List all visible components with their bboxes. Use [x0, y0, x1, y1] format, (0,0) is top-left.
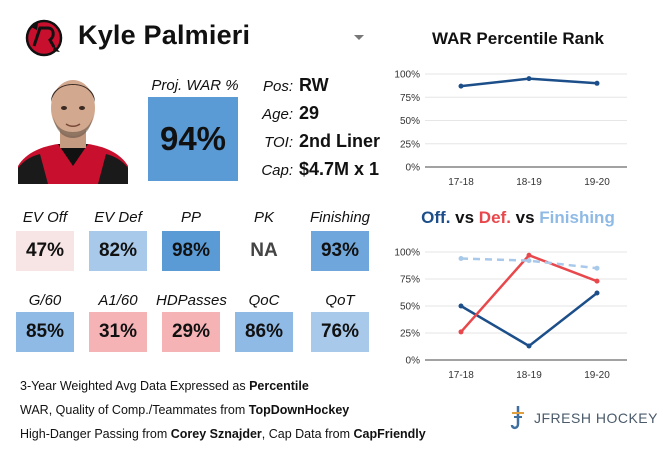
finishing-value: 93% [311, 231, 369, 271]
g60-value: 85% [16, 312, 74, 352]
pk-value: NA [235, 231, 293, 271]
finishing-label: Finishing [309, 209, 371, 226]
footer-line-1-text: 3-Year Weighted Avg Data Expressed as [20, 379, 250, 393]
series-line [460, 253, 598, 333]
y-tick-label: 75% [400, 275, 420, 286]
footer-line-3-text2: , Cap Data from [261, 427, 354, 441]
toi-label: TOI: [264, 134, 293, 151]
ev-off-value: 47% [16, 231, 74, 271]
series-point [526, 258, 532, 264]
footer-line-3-text1: High-Danger Passing from [20, 427, 171, 441]
toi-value: 2nd Liner [299, 131, 381, 151]
qot-label: QoT [325, 292, 355, 309]
series-point [594, 265, 600, 271]
pp-label: PP [180, 209, 201, 226]
caret-down-icon[interactable] [354, 35, 364, 40]
pos-label: Pos: [262, 78, 293, 95]
title-part-finishing: Finishing [539, 208, 615, 227]
proj-war-label: Proj. WAR % [151, 77, 239, 94]
y-tick-label: 25% [400, 139, 420, 150]
series-point [594, 80, 600, 86]
footer-line-2-text: WAR, Quality of Comp./Teammates from [20, 403, 249, 417]
a160-label: A1/60 [98, 292, 138, 309]
cap-label: Cap: [261, 162, 293, 179]
y-tick-label: 100% [394, 70, 420, 81]
y-tick-label: 75% [400, 93, 420, 104]
ev-def-value: 82% [89, 231, 147, 271]
series-point [526, 76, 532, 82]
brand-name: JFRESH HOCKEY [534, 410, 658, 426]
footer-line-3-bold2: CapFriendly [353, 427, 426, 441]
player-name: Kyle Palmieri [78, 20, 251, 50]
x-tick-label: 18-19 [516, 370, 542, 378]
ev-off-label: EV Off [22, 209, 68, 226]
ev-def-label: EV Def [94, 209, 142, 226]
y-tick-label: 50% [400, 302, 420, 313]
y-tick-label: 0% [406, 163, 421, 174]
title-part-def: Def. [478, 208, 511, 227]
footer-line-3-bold1: Corey Sznajder [170, 427, 262, 441]
series-line [460, 257, 598, 270]
jfresh-hockey-logo-icon [510, 406, 524, 430]
age-value: 29 [299, 103, 320, 123]
series-point [458, 255, 464, 261]
x-tick-label: 18-19 [516, 177, 542, 188]
qot-value: 76% [311, 312, 369, 352]
series-line [460, 292, 598, 348]
war-chart-title: WAR Percentile Rank [432, 29, 604, 48]
brand: JFRESH HOCKEY [508, 404, 658, 432]
series-point [458, 329, 464, 335]
x-tick-label: 17-18 [448, 370, 474, 378]
x-tick-label: 19-20 [584, 370, 610, 378]
y-tick-label: 0% [406, 356, 421, 367]
title-part-vs-1: vs [450, 208, 479, 227]
footer-line-2-bold: TopDownHockey [248, 403, 350, 417]
team-logo-icon [25, 19, 63, 57]
pos-value: RW [299, 75, 329, 95]
y-tick-label: 100% [394, 248, 420, 259]
off-def-finishing-chart-title: Off. vs Def. vs Finishing [408, 208, 628, 228]
player-headshot [18, 68, 128, 184]
g60-label: G/60 [28, 292, 62, 309]
hdpasses-value: 29% [162, 312, 220, 352]
a160-value: 31% [89, 312, 147, 352]
footer-line-3: High-Danger Passing from Corey Sznajder,… [20, 427, 426, 441]
x-tick-label: 17-18 [448, 177, 474, 188]
age-label: Age: [262, 106, 293, 123]
footer-line-2: WAR, Quality of Comp./Teammates from Top… [20, 403, 349, 417]
pp-value: 98% [162, 231, 220, 271]
series-point [526, 252, 532, 258]
footer-line-1: 3-Year Weighted Avg Data Expressed as Pe… [20, 379, 309, 393]
x-tick-label: 19-20 [584, 177, 610, 188]
series-point [526, 343, 532, 349]
title-part-vs-2: vs [510, 208, 540, 227]
qoc-value: 86% [235, 312, 293, 352]
hdpasses-label: HDPasses [156, 292, 227, 309]
qoc-label: QoC [248, 292, 280, 309]
y-tick-label: 25% [400, 329, 420, 340]
series-point [594, 278, 600, 284]
series-point [458, 83, 464, 89]
title-part-off: Off. [421, 208, 451, 227]
war-percentile-chart: 0% 25% 50% 75% 100% 17-18 18-19 19-20 [394, 70, 627, 188]
y-tick-label: 50% [400, 116, 420, 127]
proj-war-value: 94% [148, 97, 238, 181]
cap-value: $4.7M x 1 [299, 159, 380, 179]
series-point [594, 290, 600, 296]
pk-label: PK [253, 209, 274, 226]
footer-line-1-bold: Percentile [249, 379, 309, 393]
series-point [458, 303, 464, 309]
off-def-finishing-chart: 0% 25% 50% 75% 100% 17-18 18-19 19-20 [394, 248, 627, 378]
